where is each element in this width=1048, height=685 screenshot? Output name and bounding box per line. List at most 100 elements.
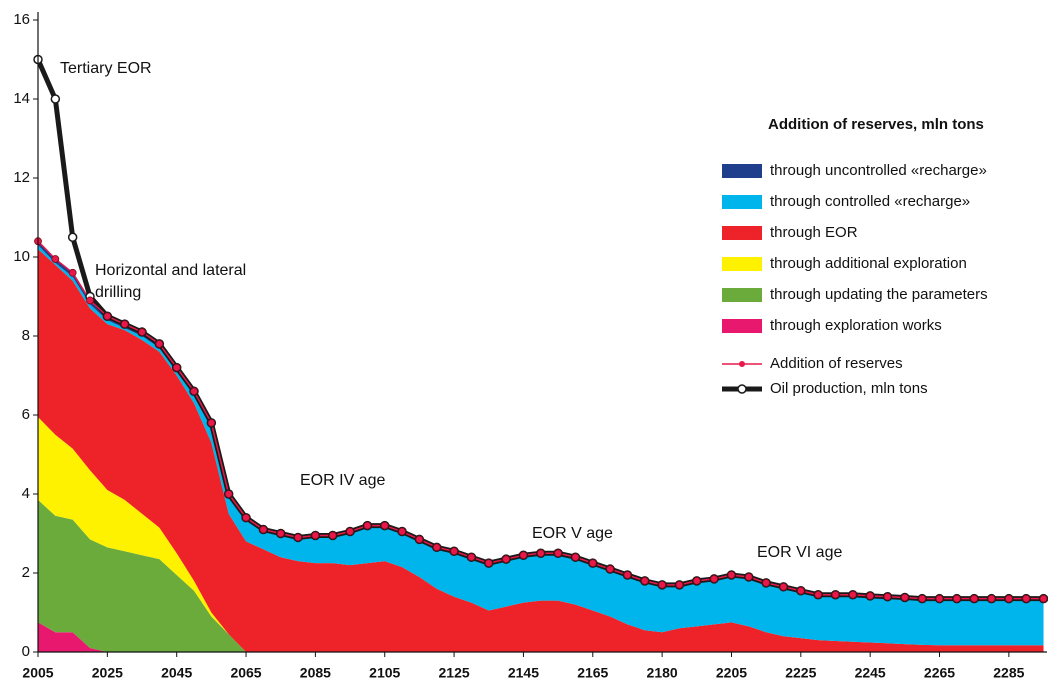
addition-marker: [120, 320, 129, 329]
annotation: Horizontal and lateral drilling: [95, 262, 247, 301]
addition-marker: [900, 593, 909, 602]
addition-marker: [588, 559, 597, 568]
area: [38, 499, 1044, 652]
y-tick-label: 6: [22, 406, 30, 423]
x-tick-label: 2165: [577, 665, 608, 681]
legend-marker: [737, 384, 747, 394]
y-tick-label: 4: [22, 485, 30, 502]
x-tick-label: 2145: [508, 665, 539, 681]
x-tick-label: 2045: [161, 665, 192, 681]
addition-marker: [86, 296, 94, 305]
addition-marker: [519, 551, 528, 560]
addition-marker: [363, 521, 372, 530]
addition-marker: [155, 339, 164, 348]
addition-marker: [1004, 594, 1013, 603]
legend-swatch: [722, 226, 762, 240]
annotation: EOR V age: [532, 525, 613, 542]
addition-marker: [207, 418, 216, 427]
legend-swatch: [722, 319, 762, 333]
x-tick-label: 2065: [230, 665, 261, 681]
addition-marker: [346, 527, 354, 536]
addition-marker: [640, 577, 649, 585]
legend-label: through EOR: [770, 224, 858, 241]
addition-marker: [744, 573, 753, 581]
addition-marker: [51, 255, 60, 263]
legend-label: through exploration works: [770, 317, 942, 334]
addition-marker: [224, 490, 233, 498]
addition-marker: [762, 578, 771, 587]
addition-marker: [952, 594, 961, 603]
y-tick-label: 16: [13, 11, 30, 28]
addition-marker: [294, 533, 302, 542]
addition-marker: [172, 363, 181, 372]
addition-marker: [328, 531, 337, 540]
addition-marker: [138, 328, 146, 336]
addition-marker: [831, 590, 840, 599]
legend-title: Addition of reserves, mln tons: [768, 116, 984, 133]
x-tick-label: 2125: [439, 665, 470, 681]
addition-marker: [935, 594, 944, 603]
legend-label: Addition of reserves: [770, 355, 903, 372]
addition-marker: [675, 580, 684, 589]
production-marker: [67, 232, 78, 242]
y-tick-label: 14: [13, 90, 30, 107]
addition-marker: [380, 521, 389, 530]
addition-marker: [103, 312, 112, 321]
area: [38, 245, 1044, 646]
legend-marker: [739, 361, 745, 367]
addition-marker: [398, 527, 406, 536]
annotation: Tertiary EOR: [60, 60, 152, 77]
addition-marker: [848, 590, 857, 599]
legend-label: through uncontrolled «recharge»: [770, 162, 987, 179]
addition-marker: [259, 525, 268, 534]
x-tick-label: 2025: [92, 665, 123, 681]
annotation: EOR IV age: [300, 472, 386, 489]
addition-marker: [970, 594, 979, 603]
production-marker: [50, 94, 61, 104]
addition-marker: [918, 594, 927, 603]
addition-marker: [554, 549, 563, 558]
addition-marker: [242, 513, 250, 522]
addition-marker: [571, 553, 580, 562]
y-tick-label: 10: [13, 248, 30, 265]
x-tick-label: 2005: [22, 665, 53, 681]
legend-label: through updating the parameters: [770, 286, 988, 303]
legend-label: Oil production, mln tons: [770, 380, 928, 397]
addition-marker: [68, 268, 77, 277]
addition-marker: [311, 531, 320, 540]
y-tick-label: 0: [22, 643, 30, 660]
legend-swatch: [722, 288, 762, 302]
x-tick-label: 2105: [369, 665, 400, 681]
addition-marker: [502, 555, 510, 564]
addition-marker: [484, 559, 493, 568]
x-tick-label: 2180: [647, 665, 678, 681]
addition-marker: [606, 565, 615, 573]
addition-marker: [779, 582, 788, 591]
y-tick-label: 8: [22, 327, 30, 344]
legend-swatch: [722, 195, 762, 209]
annotation: EOR VI age: [757, 544, 843, 561]
addition-marker: [536, 549, 545, 558]
x-tick-label: 2205: [716, 665, 747, 681]
x-tick-label: 2245: [855, 665, 886, 681]
addition-marker: [1039, 594, 1048, 603]
addition-marker: [190, 387, 198, 396]
y-tick-label: 2: [22, 564, 30, 581]
x-tick-label: 2285: [993, 665, 1024, 681]
addition-marker: [658, 580, 667, 589]
addition-marker: [692, 577, 701, 585]
addition-marker: [623, 571, 632, 579]
addition-marker: [814, 590, 823, 599]
addition-marker: [883, 592, 892, 601]
addition-marker: [710, 575, 719, 583]
addition-marker: [987, 594, 996, 603]
x-tick-label: 2085: [300, 665, 331, 681]
x-tick-label: 2225: [785, 665, 816, 681]
x-tick-label: 2265: [924, 665, 955, 681]
addition-marker: [727, 571, 736, 579]
addition-marker: [796, 586, 805, 595]
legend-swatch: [722, 257, 762, 271]
legend-swatch: [722, 164, 762, 178]
